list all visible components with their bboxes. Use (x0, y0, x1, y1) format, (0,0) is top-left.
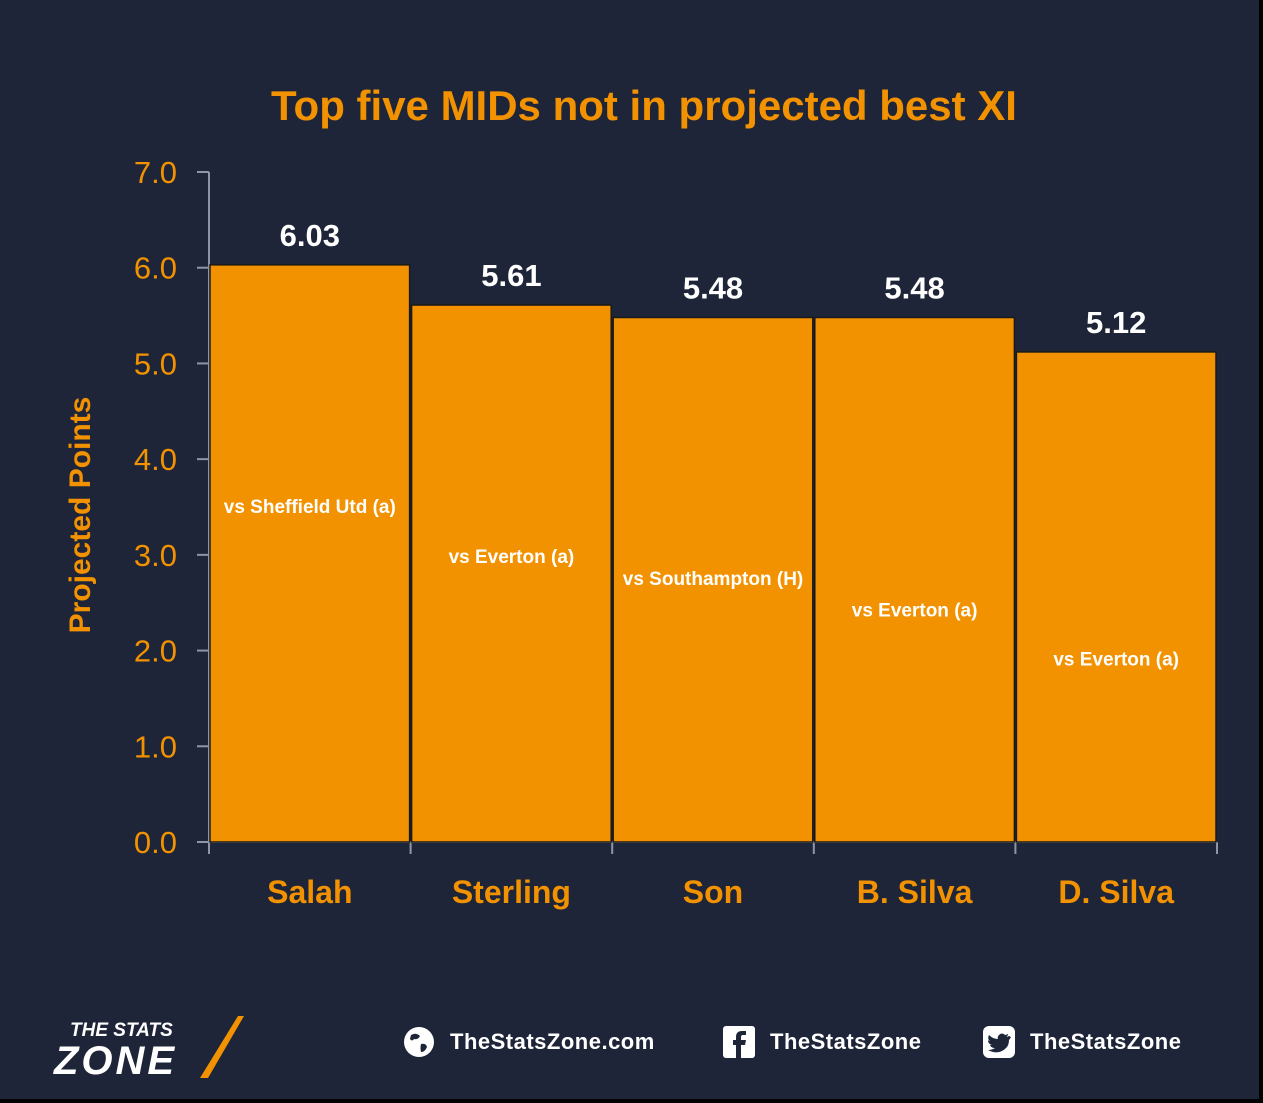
bar-value-label: 5.61 (481, 258, 541, 293)
y-tick-label: 5.0 (134, 346, 177, 381)
y-tick-label: 3.0 (134, 538, 177, 573)
bar-chart: 0.0 1.0 2.0 3.0 4.0 5.0 6.0 7.0 Salah Sterling So… (64, 155, 1218, 910)
y-tick-label: 6.0 (134, 251, 177, 286)
bar-fixture-label: vs Sheffield Utd (a) (224, 497, 396, 518)
website-link[interactable]: TheStatsZone.com (402, 1025, 655, 1059)
footer: THE STATS ZONE TheStatsZone.com TheStats… (0, 1000, 1263, 1090)
y-axis-label: Projected Points (64, 397, 97, 634)
facebook-link[interactable]: TheStatsZone (722, 1025, 921, 1059)
y-tick-label: 7.0 (134, 155, 177, 190)
twitter-icon (983, 1026, 1015, 1058)
x-tick-label: Son (683, 874, 743, 910)
x-tick-label: D. Silva (1058, 874, 1174, 910)
bar (612, 316, 814, 843)
bar-fixture-label: vs Southampton (H) (623, 569, 804, 590)
x-axis: Salah Sterling Son B. Silva D. Silva (208, 841, 1218, 910)
x-tick-label: B. Silva (857, 874, 973, 910)
bar-fixture-label: vs Everton (a) (449, 547, 575, 568)
globe-icon (404, 1027, 434, 1057)
stats-zone-logo: THE STATS ZONE (53, 1016, 244, 1083)
bars: 6.03 vs Sheffield Utd (a) 5.61 vs Everton (… (209, 218, 1217, 843)
twitter-link[interactable]: TheStatsZone (982, 1025, 1181, 1059)
y-tick-label: 0.0 (134, 825, 177, 860)
chart-title: Top five MIDs not in projected best XI (271, 82, 1017, 129)
x-tick-label: Sterling (452, 874, 571, 910)
website-text: TheStatsZone.com (450, 1029, 655, 1054)
y-axis: 0.0 1.0 2.0 3.0 4.0 5.0 6.0 7.0 (134, 155, 210, 860)
bar-value-label: 5.48 (884, 270, 944, 305)
logo-text-top: THE STATS (70, 1020, 173, 1041)
y-tick-label: 2.0 (134, 634, 177, 669)
y-tick-label: 4.0 (134, 442, 177, 477)
bar (410, 304, 612, 843)
bar (1015, 351, 1217, 843)
bar (209, 264, 411, 843)
bar-fixture-label: vs Everton (a) (852, 600, 978, 621)
logo-text-bottom: ZONE (53, 1039, 177, 1083)
facebook-icon (723, 1026, 755, 1058)
bar-value-label: 6.03 (280, 218, 340, 253)
bar-value-label: 5.12 (1086, 305, 1146, 340)
bar-value-label: 5.48 (683, 270, 743, 305)
bar (814, 316, 1016, 843)
twitter-text: TheStatsZone (1030, 1029, 1182, 1054)
y-tick-label: 1.0 (134, 729, 177, 764)
bar-fixture-label: vs Everton (a) (1053, 650, 1179, 671)
facebook-text: TheStatsZone (770, 1029, 922, 1054)
logo-stripe (200, 1016, 244, 1078)
x-tick-label: Salah (267, 874, 352, 910)
